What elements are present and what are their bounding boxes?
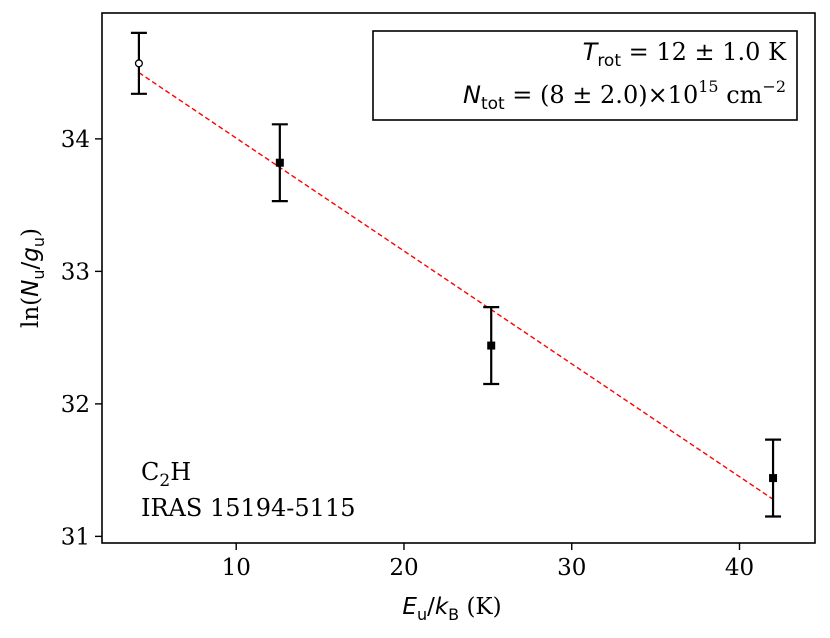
ntot-unit-exp: −2 <box>762 77 786 96</box>
x-var2: k <box>435 594 450 620</box>
y-tick-label: 34 <box>61 127 90 153</box>
result-box <box>372 30 798 121</box>
y-var2: g <box>18 247 44 262</box>
y-prefix: ln( <box>18 297 44 328</box>
x-unit: (K) <box>459 594 501 620</box>
data-points-layer <box>130 31 782 518</box>
y-var: N <box>18 280 44 297</box>
result-line-trot: Trot = 12 ± 1.0 K <box>583 38 787 71</box>
fit-line <box>138 72 774 500</box>
data-point <box>271 123 288 203</box>
y-tick-label: 32 <box>61 392 90 418</box>
ntot-var: N <box>463 81 481 109</box>
molecule-tail: H <box>170 458 191 486</box>
x-axis-label: Eu/kB (K) <box>402 594 501 624</box>
molecule-sub: 2 <box>159 471 170 491</box>
molecule-label: C2H <box>141 458 191 491</box>
x-var: E <box>402 594 417 620</box>
y-axis-label: ln(Nu/gu) <box>18 228 48 328</box>
ntot-sub: tot <box>481 94 505 114</box>
data-point <box>765 438 782 518</box>
y-tick-label: 31 <box>61 524 90 550</box>
x-sep: / <box>427 594 435 620</box>
x-tick-label: 40 <box>725 555 754 581</box>
point-marker-square <box>769 474 778 483</box>
point-marker-square <box>487 341 496 350</box>
trot-var: T <box>583 38 600 66</box>
molecule-main: C <box>141 458 159 486</box>
y-sub1: u <box>29 269 48 279</box>
x-sub2: B <box>448 605 459 624</box>
plot-frame <box>101 12 816 544</box>
trot-sub: rot <box>597 51 621 71</box>
point-marker-square <box>275 158 284 167</box>
fit-line-layer <box>138 72 774 500</box>
x-tick-label: 30 <box>557 555 586 581</box>
y-sep: / <box>18 261 44 269</box>
y-tick-label: 33 <box>61 259 90 285</box>
axis-ticks: 10 20 30 40 31 32 33 34 <box>61 127 754 581</box>
x-tick-label: 10 <box>222 555 251 581</box>
data-point <box>483 306 500 386</box>
y-suffix: ) <box>18 228 44 237</box>
ntot-text: = (8 ± 2.0)×10 <box>505 81 699 109</box>
ntot-unit: cm <box>719 81 763 109</box>
result-line-ntot: Ntot = (8 ± 2.0)×1015 cm−2 <box>463 77 786 114</box>
x-sub1: u <box>417 605 427 624</box>
point-marker-open <box>134 59 143 68</box>
x-tick-label: 20 <box>389 555 418 581</box>
ntot-exp: 15 <box>698 77 718 96</box>
trot-text: = 12 ± 1.0 K <box>621 38 787 66</box>
source-label: IRAS 15194-5115 <box>141 494 356 522</box>
data-point <box>130 31 147 95</box>
y-sub2: u <box>29 237 48 247</box>
